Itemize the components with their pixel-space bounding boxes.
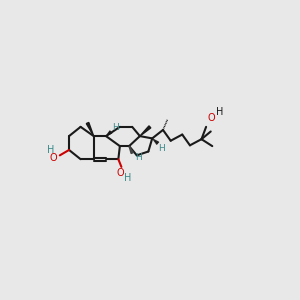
Text: O: O <box>208 112 215 123</box>
Text: H: H <box>124 173 131 184</box>
Text: O: O <box>116 168 124 178</box>
Text: O: O <box>50 153 58 163</box>
Polygon shape <box>140 126 151 136</box>
Text: H: H <box>158 144 165 153</box>
Text: H: H <box>216 107 224 117</box>
Text: H: H <box>112 123 119 132</box>
Text: H: H <box>135 153 142 162</box>
Polygon shape <box>129 146 133 154</box>
Text: H: H <box>47 145 54 155</box>
Polygon shape <box>86 122 94 136</box>
